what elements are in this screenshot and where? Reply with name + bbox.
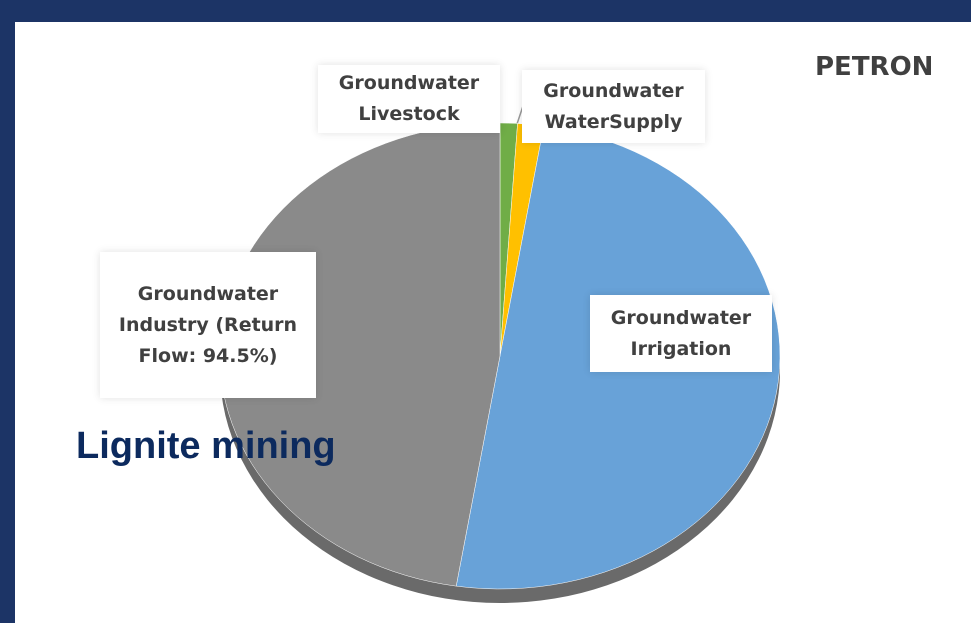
slide-heading: PETRON xyxy=(815,52,934,82)
slice-label: Groundwater Livestock xyxy=(318,65,500,133)
overlay-caption: Lignite mining xyxy=(76,425,336,467)
slice-label: Groundwater Industry (Return Flow: 94.5%… xyxy=(100,252,316,398)
slice-label: Groundwater Irrigation xyxy=(590,295,772,372)
slice-label: Groundwater WaterSupply xyxy=(522,70,705,143)
